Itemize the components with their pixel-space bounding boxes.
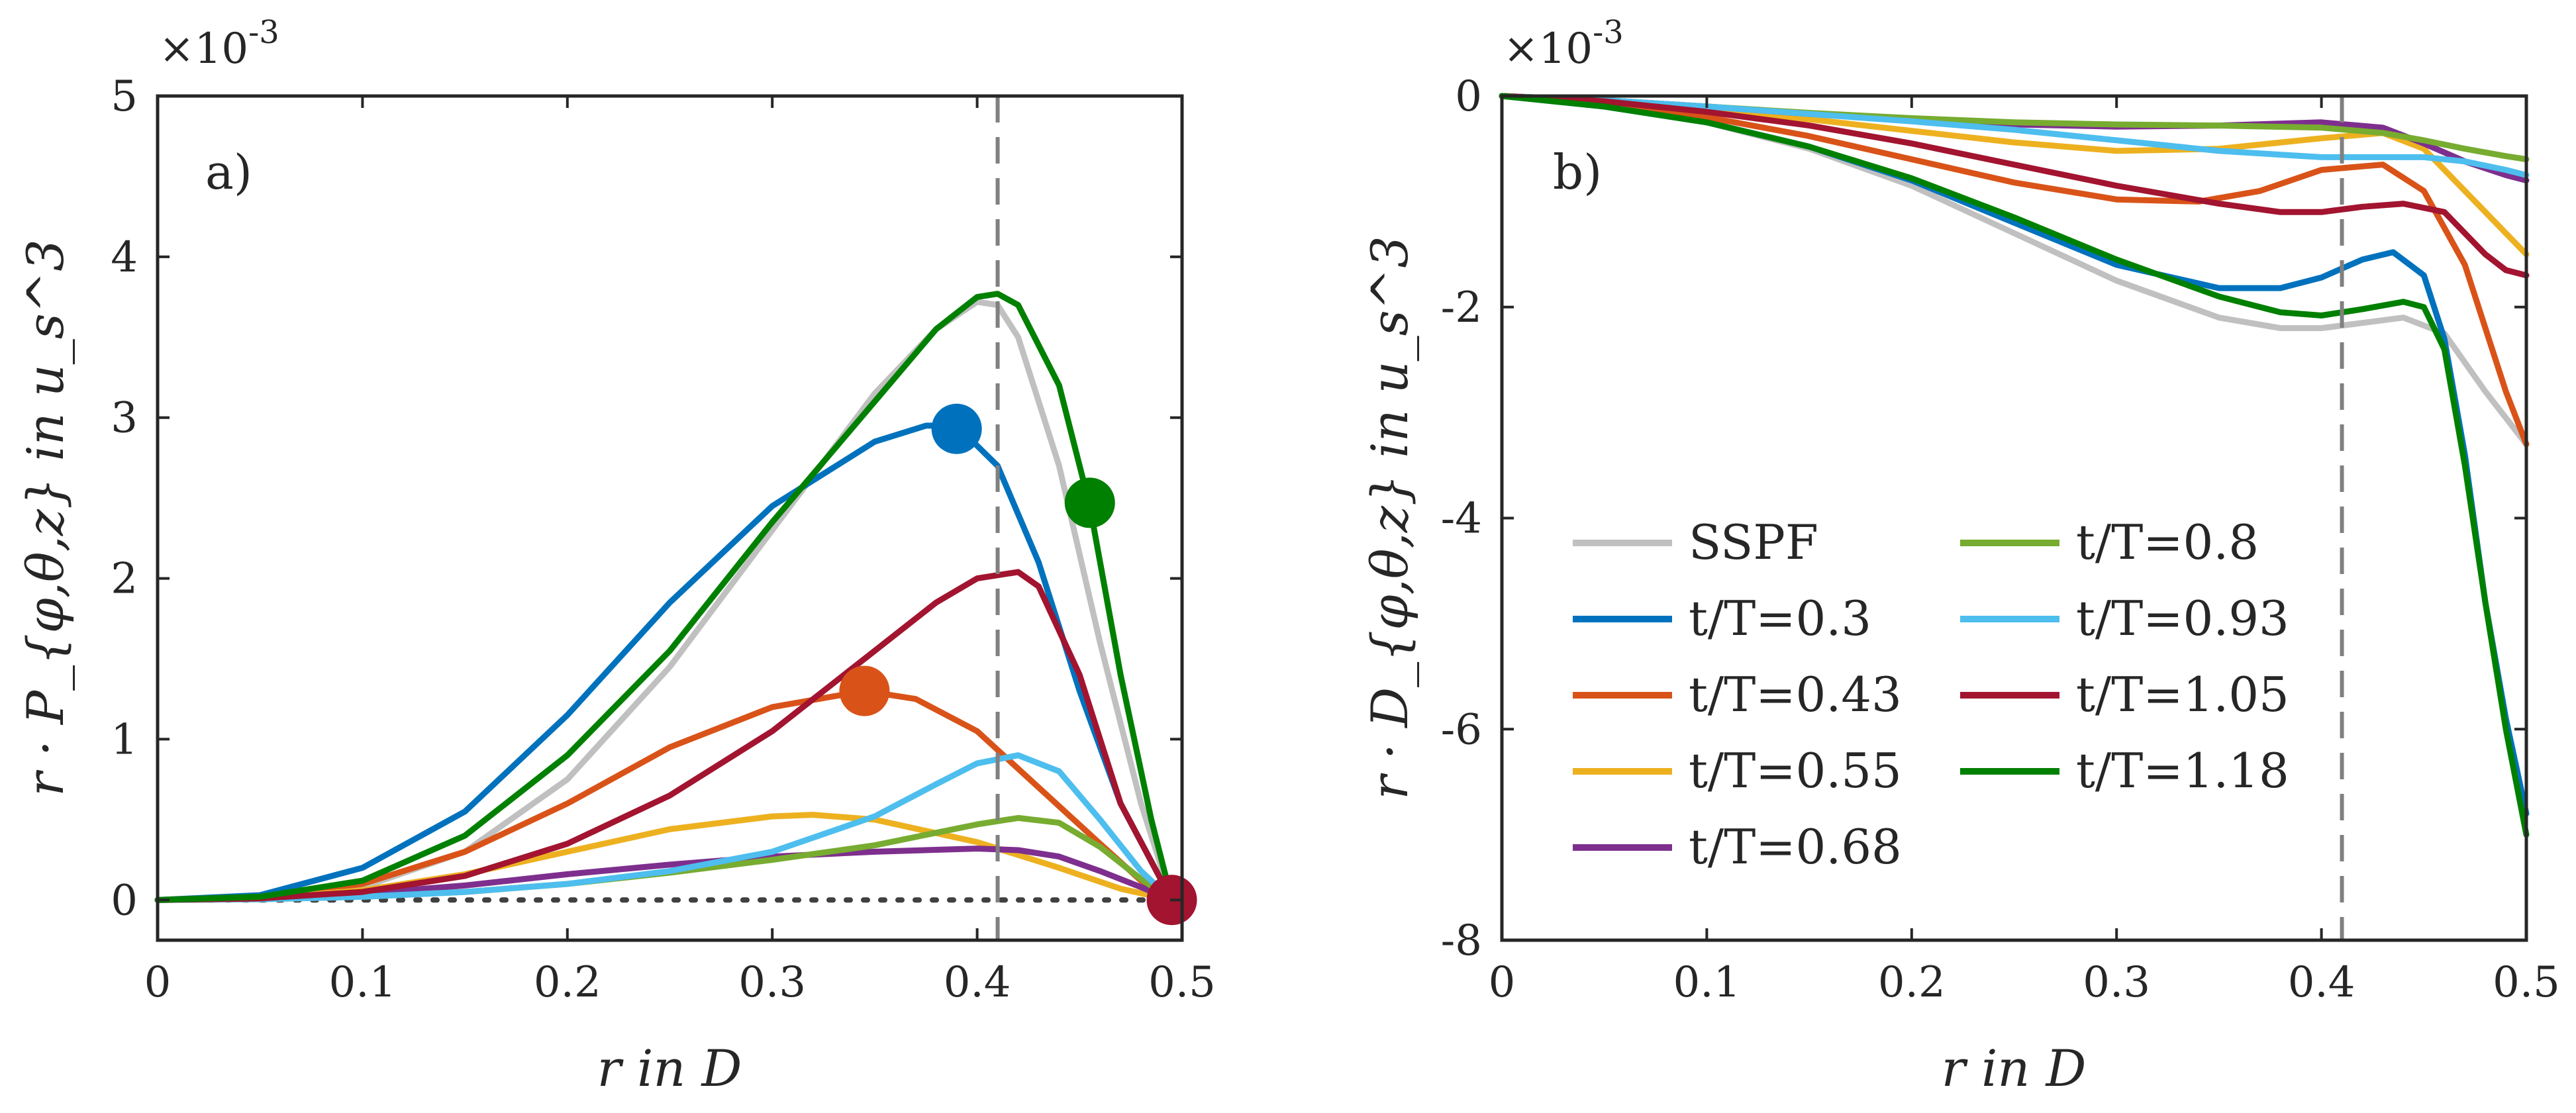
panel-a-xtick-label: 0.2 [534, 958, 601, 1007]
panel-a-exponent-power: -3 [248, 14, 279, 51]
panel-a-ticks-group: 0 0.1 0.2 0.3 0.4 0.5 0 1 2 3 4 5 [111, 72, 1216, 1007]
panel-b-ylabel: r · D_{φ,θ,z} in u_s^3 [1360, 236, 1419, 799]
panel-a-marker-t-t-0-43 [839, 665, 890, 716]
legend-label-t-t-0-55: t/T=0.55 [1689, 743, 1902, 798]
panel-b-ytick-label: -8 [1441, 916, 1482, 965]
legend-label-t-t-0-8: t/T=0.8 [2076, 514, 2259, 570]
panel-b-ytick-label: -6 [1441, 705, 1482, 754]
panel-b-exponent-power: -3 [1593, 14, 1624, 51]
panel-a-axes-frame [156, 94, 1184, 942]
legend-label-t-t-0-68: t/T=0.68 [1689, 819, 1902, 875]
panel-a-exponent: ×10-3 [159, 14, 279, 73]
legend-label-sspf: SSPF [1689, 514, 1818, 570]
panel-a-marker-t-t-0-3 [931, 403, 982, 454]
panel-b-xlabel: r in D [1942, 1039, 2087, 1098]
panel-b-xtick-label: 0.2 [1878, 958, 1946, 1007]
panel-a-ytick-label: 4 [111, 233, 138, 282]
panel-a-series-t-t-1-18 [154, 291, 1175, 903]
panel-b-legend: SSPF t/T=0.3 t/T=0.43 t/T=0.55 t/T=0.68 t/T=0… [1573, 514, 2289, 875]
legend-label-t-t-0-93: t/T=0.93 [2076, 591, 2289, 646]
panel-a-chart: 0 0.1 0.2 0.3 0.4 0.5 0 1 2 3 4 5 a) ×10-3 r in D r… [16, 14, 1216, 1098]
panel-b-series-t-t-0-93 [1499, 93, 2530, 178]
panel-a-label: a) [205, 144, 252, 200]
panel-a-xtick-label: 0.4 [944, 958, 1011, 1007]
panel-b-chart: 0 0.1 0.2 0.3 0.4 0.5 0 -2 -4 -6 -8 b) ×10-3 r in … [1360, 14, 2560, 1098]
legend-label-t-t-0-3: t/T=0.3 [1689, 591, 1871, 646]
panel-b-exponent-base: ×10 [1503, 24, 1593, 73]
panel-b-series-t-t-1-05 [1499, 93, 2530, 279]
panel-b-series-group [1499, 93, 2530, 940]
panel-a-series-group [154, 96, 1185, 940]
panel-a-marker-t-t-1-18 [1064, 477, 1115, 528]
panel-b-xtick-label: 0 [1489, 958, 1516, 1007]
panel-a-ylabel: r · P_{φ,θ,z} in u_s^3 [16, 239, 75, 797]
panel-a-xlabel: r in D [597, 1039, 742, 1098]
panel-a-ytick-label: 3 [111, 394, 138, 443]
panel-b-exponent: ×10-3 [1503, 14, 1624, 73]
legend-label-t-t-1-05: t/T=1.05 [2076, 667, 2289, 722]
panel-b-xtick-label: 0.5 [2493, 958, 2560, 1007]
panel-a-series-t-t-1-05 [154, 569, 1175, 903]
panel-b-label: b) [1553, 144, 1602, 200]
panel-b-ticks-group: 0 0.1 0.2 0.3 0.4 0.5 0 -2 -4 -6 -8 [1441, 72, 2560, 1007]
panel-a-exponent-base: ×10 [159, 24, 248, 73]
panel-a-xtick-label: 0.3 [738, 958, 806, 1007]
panel-a-ytick-label: 2 [111, 555, 138, 604]
panel-a-xtick-label: 0.5 [1148, 958, 1216, 1007]
panel-a-ytick-label: 0 [111, 876, 138, 925]
legend-label-t-t-0-43: t/T=0.43 [1689, 667, 1902, 722]
panel-a-series-t-t-0-43 [154, 688, 1175, 903]
panel-a-markers-group [839, 403, 1197, 926]
panel-a-ytick-label: 1 [111, 715, 138, 764]
legend-label-t-t-1-18: t/T=1.18 [2076, 743, 2289, 798]
panel-b-ytick-label: 0 [1455, 72, 1482, 121]
panel-b-xtick-label: 0.1 [1673, 958, 1741, 1007]
panel-b-xtick-label: 0.4 [2288, 958, 2355, 1007]
panel-a-xtick-label: 0 [144, 958, 172, 1007]
panel-b-series-t-t-1-18 [1499, 93, 2530, 838]
panel-a-ytick-label: 5 [111, 72, 138, 121]
panel-b-ytick-label: -4 [1441, 495, 1482, 544]
panel-a-xtick-label: 0.1 [329, 958, 397, 1007]
panel-a-series-t-t-0-93 [154, 752, 1175, 903]
panel-b-ytick-label: -2 [1441, 283, 1482, 332]
panel-b-xtick-label: 0.3 [2083, 958, 2150, 1007]
